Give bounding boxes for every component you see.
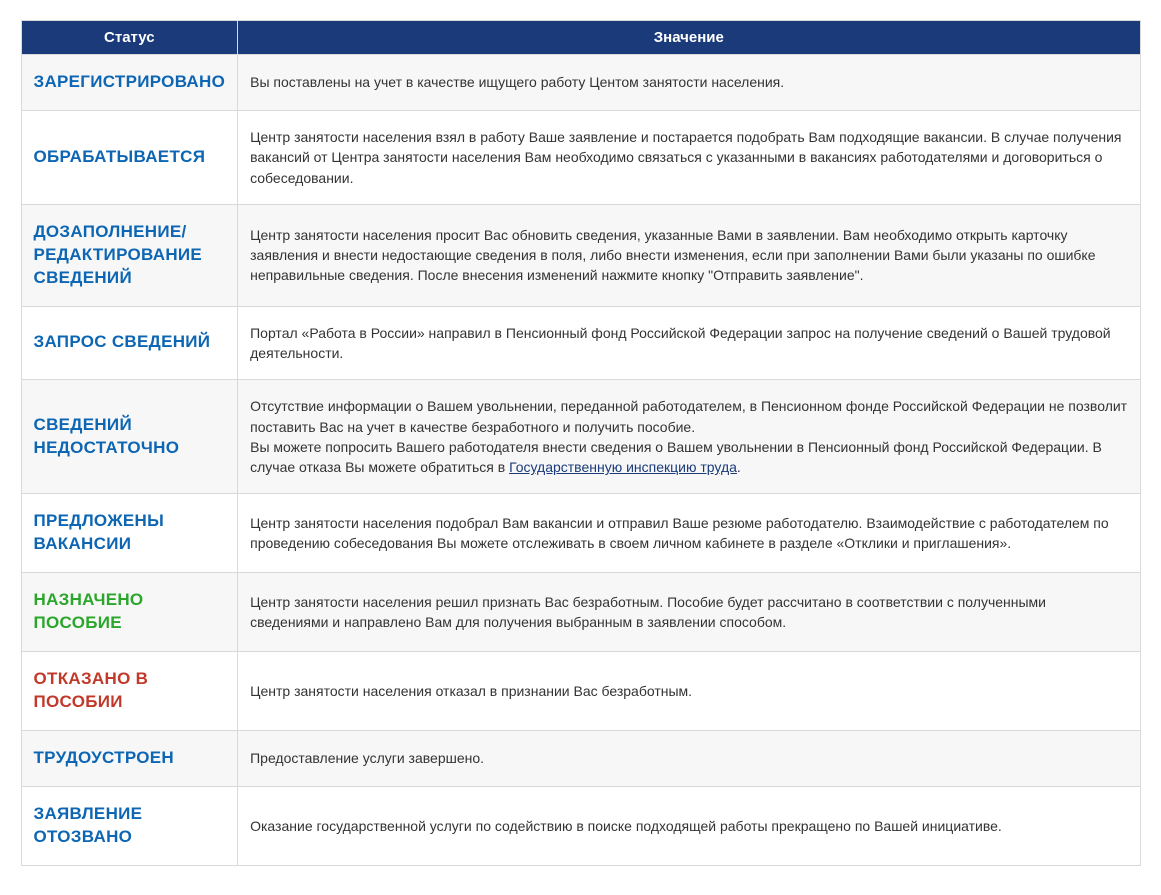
meaning-cell: Вы поставлены на учет в качестве ищущего… bbox=[238, 55, 1140, 111]
status-cell: ЗАРЕГИСТРИРОВАНО bbox=[21, 55, 238, 111]
meaning-cell: Оказание государственной услуги по содей… bbox=[238, 786, 1140, 865]
status-cell: ЗАЯВЛЕНИЕ ОТОЗВАНО bbox=[21, 786, 238, 865]
meaning-text-suffix: . bbox=[737, 459, 741, 475]
table-row: ОБРАБАТЫВАЕТСЯЦентр занятости населения … bbox=[21, 110, 1140, 204]
meaning-cell: Центр занятости населения решил признать… bbox=[238, 573, 1140, 652]
table-row: ОТКАЗАНО В ПОСОБИИЦентр занятости населе… bbox=[21, 652, 1140, 731]
column-header-status: Статус bbox=[21, 21, 238, 55]
meaning-cell: Центр занятости населения подобрал Вам в… bbox=[238, 494, 1140, 573]
table-row: НАЗНАЧЕНО ПОСОБИЕЦентр занятости населен… bbox=[21, 573, 1140, 652]
status-cell: ОТКАЗАНО В ПОСОБИИ bbox=[21, 652, 238, 731]
status-cell: ТРУДОУСТРОЕН bbox=[21, 731, 238, 787]
status-cell: СВЕДЕНИЙ НЕДОСТАТОЧНО bbox=[21, 380, 238, 494]
column-header-meaning: Значение bbox=[238, 21, 1140, 55]
meaning-cell: Портал «Работа в России» направил в Пенс… bbox=[238, 306, 1140, 380]
status-cell: ЗАПРОС СВЕДЕНИЙ bbox=[21, 306, 238, 380]
status-table-wrapper: Статус Значение ЗАРЕГИСТРИРОВАНОВы поста… bbox=[21, 20, 1141, 866]
status-table: Статус Значение ЗАРЕГИСТРИРОВАНОВы поста… bbox=[21, 20, 1141, 866]
table-row: ЗАЯВЛЕНИЕ ОТОЗВАНООказание государственн… bbox=[21, 786, 1140, 865]
meaning-cell: Центр занятости населения просит Вас обн… bbox=[238, 204, 1140, 306]
table-row: ПРЕДЛОЖЕНЫ ВАКАНСИИЦентр занятости насел… bbox=[21, 494, 1140, 573]
meaning-cell: Предоставление услуги завершено. bbox=[238, 731, 1140, 787]
table-row: ДОЗАПОЛНЕНИЕ/ РЕДАКТИРОВАНИЕ СВЕДЕНИЙЦен… bbox=[21, 204, 1140, 306]
status-cell: НАЗНАЧЕНО ПОСОБИЕ bbox=[21, 573, 238, 652]
table-header-row: Статус Значение bbox=[21, 21, 1140, 55]
labor-inspection-link[interactable]: Государственную инспекцию труда bbox=[509, 459, 737, 475]
table-row: ЗАРЕГИСТРИРОВАНОВы поставлены на учет в … bbox=[21, 55, 1140, 111]
meaning-cell: Центр занятости населения отказал в приз… bbox=[238, 652, 1140, 731]
status-cell: ДОЗАПОЛНЕНИЕ/ РЕДАКТИРОВАНИЕ СВЕДЕНИЙ bbox=[21, 204, 238, 306]
meaning-cell: Отсутствие информации о Вашем увольнении… bbox=[238, 380, 1140, 494]
table-row: ЗАПРОС СВЕДЕНИЙПортал «Работа в России» … bbox=[21, 306, 1140, 380]
meaning-text-pre: Отсутствие информации о Вашем увольнении… bbox=[250, 398, 1127, 434]
status-cell: ПРЕДЛОЖЕНЫ ВАКАНСИИ bbox=[21, 494, 238, 573]
status-cell: ОБРАБАТЫВАЕТСЯ bbox=[21, 110, 238, 204]
table-row: ТРУДОУСТРОЕНПредоставление услуги заверш… bbox=[21, 731, 1140, 787]
meaning-cell: Центр занятости населения взял в работу … bbox=[238, 110, 1140, 204]
table-row: СВЕДЕНИЙ НЕДОСТАТОЧНО Отсутствие информац… bbox=[21, 380, 1140, 494]
